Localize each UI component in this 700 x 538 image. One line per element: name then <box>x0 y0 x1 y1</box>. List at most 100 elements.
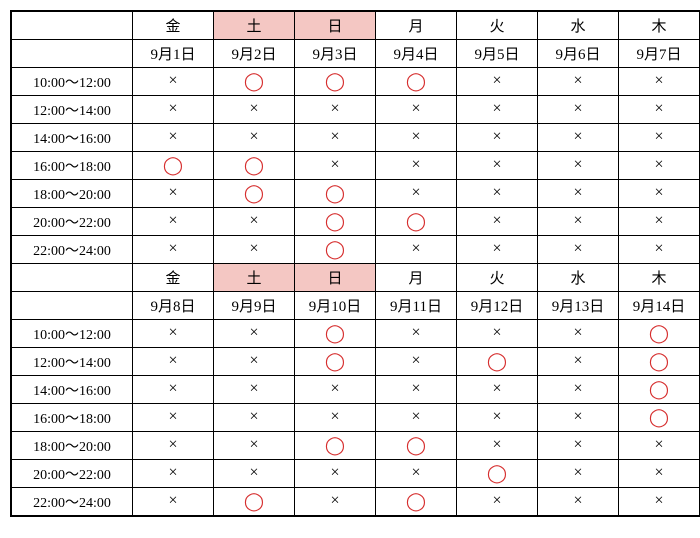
availability-cell: × <box>376 348 457 376</box>
availability-cell: × <box>295 152 376 180</box>
weekday-header: 木 <box>619 11 700 40</box>
available-mark: ◯ <box>325 211 345 231</box>
availability-cell: ◯ <box>295 432 376 460</box>
availability-cell: × <box>133 488 214 517</box>
available-mark: ◯ <box>325 71 345 91</box>
unavailable-mark: × <box>168 380 177 397</box>
availability-cell: ◯ <box>214 488 295 517</box>
available-mark: ◯ <box>406 491 426 511</box>
date-header: 9月2日 <box>214 40 295 68</box>
availability-cell: ◯ <box>376 432 457 460</box>
availability-cell: × <box>619 180 700 208</box>
availability-cell: × <box>133 376 214 404</box>
time-label: 14:00～16:00 <box>11 376 133 404</box>
availability-cell: ◯ <box>214 152 295 180</box>
unavailable-mark: × <box>492 212 501 229</box>
available-mark: ◯ <box>163 155 183 175</box>
availability-cell: ◯ <box>457 460 538 488</box>
availability-cell: × <box>538 208 619 236</box>
time-label: 22:00～24:00 <box>11 488 133 517</box>
date-header: 9月10日 <box>295 292 376 320</box>
time-label: 18:00～20:00 <box>11 432 133 460</box>
availability-cell: × <box>457 432 538 460</box>
weekday-header: 水 <box>538 264 619 292</box>
availability-cell: × <box>133 124 214 152</box>
availability-cell: × <box>619 236 700 264</box>
availability-cell: × <box>457 404 538 432</box>
time-label: 12:00～14:00 <box>11 348 133 376</box>
unavailable-mark: × <box>573 212 582 229</box>
date-header: 9月9日 <box>214 292 295 320</box>
availability-cell: × <box>133 460 214 488</box>
availability-cell: × <box>376 124 457 152</box>
unavailable-mark: × <box>411 464 420 481</box>
availability-cell: × <box>214 124 295 152</box>
unavailable-mark: × <box>492 324 501 341</box>
available-mark: ◯ <box>406 71 426 91</box>
availability-cell: × <box>214 236 295 264</box>
weekday-header: 金 <box>133 264 214 292</box>
availability-cell: ◯ <box>619 320 700 348</box>
availability-cell: × <box>133 236 214 264</box>
date-header: 9月11日 <box>376 292 457 320</box>
availability-cell: × <box>457 68 538 96</box>
availability-cell: × <box>538 376 619 404</box>
availability-cell: × <box>295 124 376 152</box>
time-label: 20:00～22:00 <box>11 208 133 236</box>
availability-cell: × <box>538 320 619 348</box>
time-label: 18:00～20:00 <box>11 180 133 208</box>
available-mark: ◯ <box>487 463 507 483</box>
unavailable-mark: × <box>492 184 501 201</box>
availability-cell: × <box>133 96 214 124</box>
weekday-header: 月 <box>376 11 457 40</box>
unavailable-mark: × <box>573 324 582 341</box>
availability-cell: × <box>133 432 214 460</box>
availability-cell: ◯ <box>133 152 214 180</box>
available-mark: ◯ <box>244 183 264 203</box>
availability-cell: × <box>214 376 295 404</box>
availability-cell: × <box>376 376 457 404</box>
availability-cell: × <box>619 96 700 124</box>
availability-cell: × <box>538 488 619 517</box>
weekday-header: 月 <box>376 264 457 292</box>
availability-cell: × <box>295 96 376 124</box>
unavailable-mark: × <box>249 324 258 341</box>
availability-cell: ◯ <box>295 320 376 348</box>
unavailable-mark: × <box>573 436 582 453</box>
availability-cell: × <box>376 404 457 432</box>
availability-cell: × <box>457 236 538 264</box>
unavailable-mark: × <box>249 352 258 369</box>
unavailable-mark: × <box>654 156 663 173</box>
time-label: 14:00～16:00 <box>11 124 133 152</box>
availability-cell: ◯ <box>295 348 376 376</box>
availability-cell: × <box>376 96 457 124</box>
availability-cell: × <box>133 180 214 208</box>
unavailable-mark: × <box>573 72 582 89</box>
weekday-header: 日 <box>295 11 376 40</box>
availability-cell: × <box>457 488 538 517</box>
unavailable-mark: × <box>168 100 177 117</box>
unavailable-mark: × <box>411 100 420 117</box>
unavailable-mark: × <box>168 184 177 201</box>
unavailable-mark: × <box>411 324 420 341</box>
unavailable-mark: × <box>411 184 420 201</box>
empty-header <box>11 40 133 68</box>
unavailable-mark: × <box>411 156 420 173</box>
unavailable-mark: × <box>654 240 663 257</box>
availability-cell: × <box>295 460 376 488</box>
availability-cell: × <box>376 320 457 348</box>
unavailable-mark: × <box>168 464 177 481</box>
availability-cell: × <box>619 432 700 460</box>
time-label: 10:00～12:00 <box>11 320 133 348</box>
date-header: 9月14日 <box>619 292 700 320</box>
availability-cell: × <box>538 404 619 432</box>
unavailable-mark: × <box>654 212 663 229</box>
unavailable-mark: × <box>492 492 501 509</box>
availability-cell: × <box>376 180 457 208</box>
unavailable-mark: × <box>573 240 582 257</box>
unavailable-mark: × <box>654 72 663 89</box>
availability-cell: ◯ <box>295 208 376 236</box>
availability-cell: × <box>457 180 538 208</box>
available-mark: ◯ <box>325 239 345 259</box>
availability-cell: ◯ <box>295 236 376 264</box>
